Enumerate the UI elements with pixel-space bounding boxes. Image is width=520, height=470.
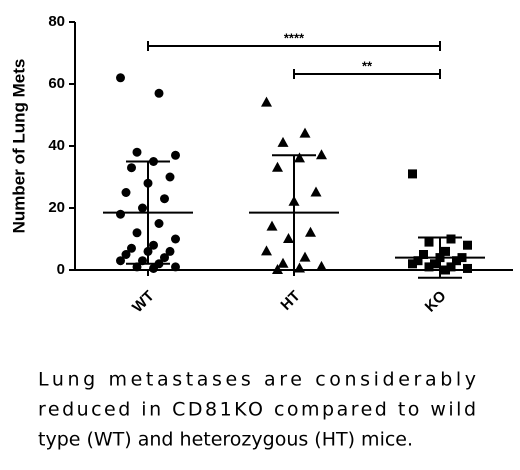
point bbox=[121, 188, 131, 197]
point bbox=[149, 240, 158, 250]
significance-label: **** bbox=[284, 30, 305, 45]
point bbox=[424, 262, 434, 272]
point bbox=[132, 147, 142, 157]
point bbox=[441, 265, 450, 275]
point bbox=[272, 161, 283, 172]
point bbox=[116, 209, 125, 219]
point bbox=[266, 220, 278, 231]
point bbox=[171, 262, 180, 272]
y-axis-title: Number of Lung Mets bbox=[9, 59, 28, 234]
point bbox=[171, 234, 180, 244]
point bbox=[424, 237, 434, 247]
y-tick-label: 60 bbox=[48, 75, 65, 92]
y-tick-label: 20 bbox=[48, 199, 65, 216]
point bbox=[149, 263, 158, 273]
point bbox=[452, 256, 461, 266]
point bbox=[408, 169, 417, 179]
point bbox=[294, 152, 305, 163]
point bbox=[132, 228, 142, 238]
x-tick-label: KO bbox=[422, 287, 450, 315]
point bbox=[160, 194, 169, 204]
y-tick-label: 80 bbox=[48, 13, 65, 30]
point bbox=[299, 251, 311, 262]
point bbox=[154, 88, 164, 98]
point bbox=[171, 150, 180, 160]
point bbox=[165, 246, 175, 256]
point bbox=[261, 96, 272, 107]
point bbox=[316, 260, 327, 271]
point bbox=[127, 243, 136, 253]
point bbox=[283, 233, 294, 243]
point bbox=[463, 263, 472, 273]
point bbox=[127, 163, 136, 173]
point bbox=[441, 246, 450, 256]
point bbox=[463, 240, 472, 250]
caption-line: reduced in CD81KO compared to wild bbox=[38, 399, 476, 421]
significance-bracket bbox=[147, 41, 441, 51]
point bbox=[446, 262, 456, 272]
point bbox=[160, 253, 169, 263]
caption-line: type (WT) and heterozygous (HT) mice. bbox=[38, 429, 413, 451]
caption-line: Lung metastases are considerably bbox=[38, 369, 476, 391]
point bbox=[138, 203, 147, 213]
point bbox=[121, 250, 131, 259]
point bbox=[299, 127, 311, 138]
significance-label: ** bbox=[362, 58, 373, 73]
significance-bracket bbox=[293, 69, 441, 79]
point bbox=[261, 245, 272, 256]
point bbox=[430, 259, 439, 269]
point bbox=[413, 256, 423, 266]
point bbox=[310, 186, 322, 197]
point bbox=[277, 257, 289, 268]
y-tick-label: 0 bbox=[57, 261, 65, 278]
point bbox=[116, 73, 125, 83]
point bbox=[305, 226, 316, 237]
x-tick-label: WT bbox=[129, 288, 158, 317]
point bbox=[419, 250, 428, 259]
point bbox=[116, 256, 125, 266]
point bbox=[316, 149, 327, 160]
point bbox=[165, 172, 175, 182]
y-tick-label: 40 bbox=[48, 137, 65, 154]
point bbox=[446, 234, 456, 244]
point bbox=[277, 136, 289, 147]
point bbox=[408, 259, 417, 269]
point bbox=[154, 219, 164, 228]
x-tick-label: HT bbox=[277, 288, 303, 314]
